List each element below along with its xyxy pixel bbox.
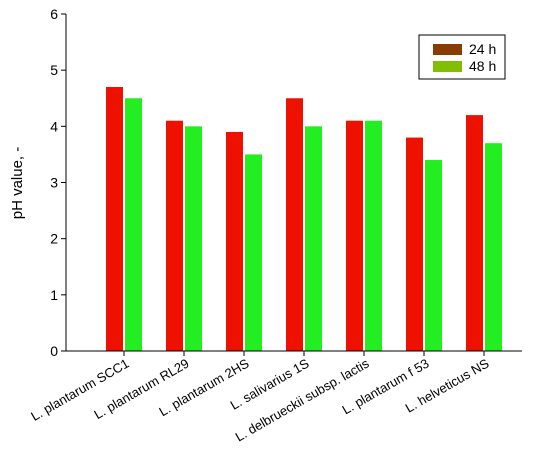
bar-24h-2 xyxy=(226,131,243,351)
y-tick-label: 0 xyxy=(50,343,58,359)
bars-layer xyxy=(106,87,502,352)
y-tick-label: 4 xyxy=(50,118,58,134)
bar-24h-0 xyxy=(106,87,123,352)
bar-24h-5 xyxy=(406,137,423,351)
axes-layer xyxy=(61,13,522,356)
bar-48h-6 xyxy=(485,143,502,351)
legend-swatch-24h xyxy=(433,44,462,55)
x-tick-label: L. plantarum SCC1 xyxy=(28,356,131,424)
bar-24h-4 xyxy=(346,120,363,351)
y-axis-title: pH value, - xyxy=(9,147,26,220)
bar-48h-0 xyxy=(125,98,142,351)
legend-swatch-48h xyxy=(433,61,462,72)
bar-48h-1 xyxy=(185,126,202,351)
bar-24h-1 xyxy=(166,120,183,351)
legend-label-48h: 48 h xyxy=(469,58,496,74)
y-tick-label: 1 xyxy=(50,287,58,303)
bar-48h-4 xyxy=(365,120,382,351)
legend-label-24h: 24 h xyxy=(469,41,496,57)
y-tick-label: 2 xyxy=(50,231,58,247)
bar-48h-3 xyxy=(305,126,322,351)
bar-48h-2 xyxy=(245,154,262,351)
y-tick-label: 5 xyxy=(50,62,58,78)
y-tick-label: 3 xyxy=(50,175,58,191)
bar-24h-6 xyxy=(466,115,483,351)
bar-24h-3 xyxy=(286,98,303,351)
y-tick-label: 6 xyxy=(50,6,58,22)
legend: 24 h 48 h xyxy=(418,34,506,80)
bar-48h-5 xyxy=(425,160,442,351)
